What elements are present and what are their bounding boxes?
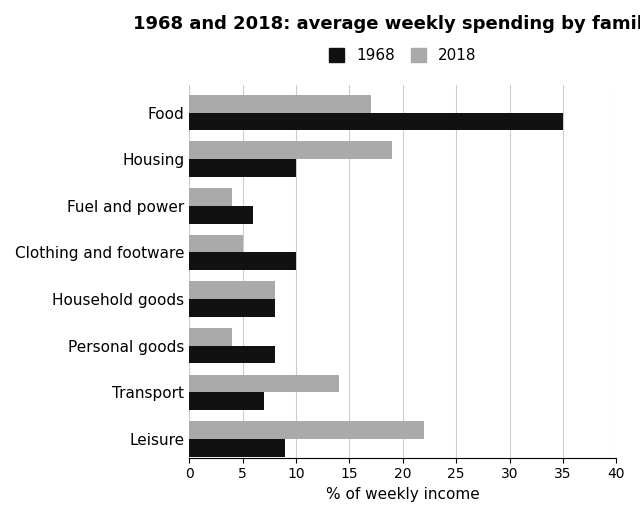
Bar [189,421,424,439]
X-axis label: % of weekly income: % of weekly income [326,487,480,502]
Bar [189,252,296,270]
Bar [189,375,339,392]
Bar [189,113,563,130]
Bar [189,159,296,177]
Bar [189,95,371,113]
Bar [189,281,275,299]
Bar [189,328,232,346]
Bar [189,188,232,206]
Bar [189,392,264,410]
Bar [189,235,243,252]
Bar [189,299,275,317]
Legend: 1968, 2018: 1968, 2018 [324,43,481,68]
Title: 1968 and 2018: average weekly spending by families: 1968 and 2018: average weekly spending b… [133,15,640,33]
Bar [189,142,392,159]
Bar [189,206,253,223]
Bar [189,439,285,457]
Bar [189,346,275,363]
